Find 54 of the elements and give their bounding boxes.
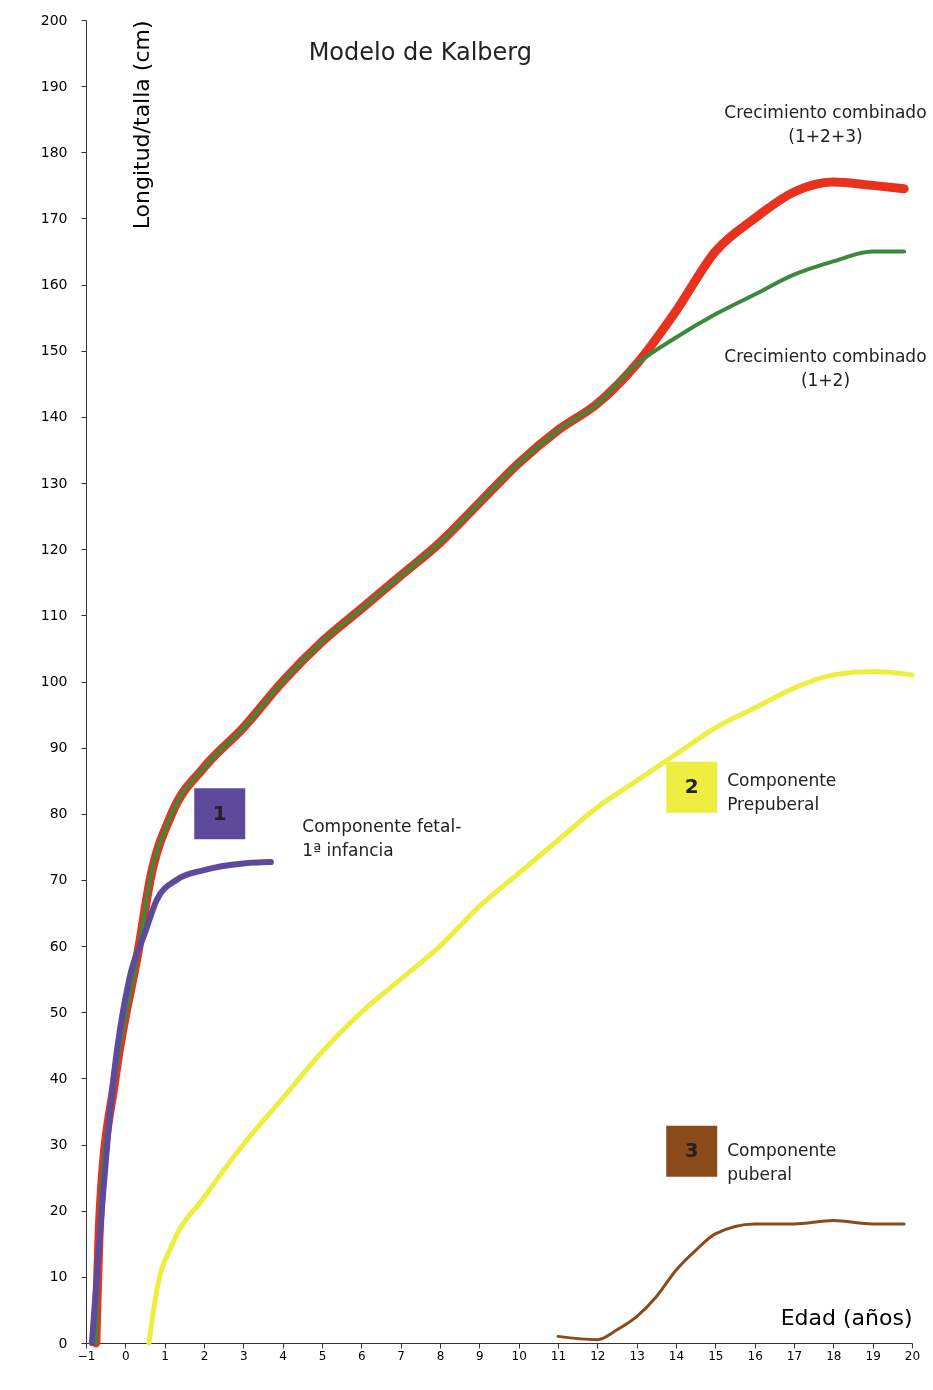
- x-tick-label: 6: [358, 1348, 366, 1363]
- y-tick-label: 150: [40, 342, 68, 359]
- x-tick-label: 2: [200, 1348, 209, 1363]
- y-tick-label: 120: [40, 540, 68, 557]
- annotation: 3: [684, 1138, 699, 1163]
- y-tick-label: 10: [49, 1268, 68, 1285]
- x-tick-label: −1: [77, 1348, 96, 1363]
- y-tick-label: 160: [40, 276, 68, 293]
- y-tick-label: 20: [49, 1202, 68, 1219]
- y-tick-label: 200: [40, 11, 68, 28]
- x-tick-label: 16: [747, 1348, 763, 1363]
- x-tick-label: 18: [826, 1348, 842, 1363]
- y-tick-label: 170: [40, 209, 68, 226]
- y-tick-label: 60: [49, 937, 68, 954]
- x-tick-label: 14: [668, 1348, 685, 1363]
- y-tick-label: 50: [49, 1003, 68, 1020]
- x-tick-label: 15: [708, 1348, 724, 1363]
- x-tick-label: 3: [240, 1348, 248, 1363]
- x-tick-label: 8: [436, 1348, 445, 1363]
- y-tick-label: 180: [40, 143, 68, 160]
- text: Componente puberal: [727, 1140, 837, 1185]
- x-tick-label: 4: [279, 1348, 287, 1363]
- y-tick-label: 110: [40, 606, 68, 623]
- x-tick-label: 17: [786, 1348, 803, 1363]
- x-tick-label: 13: [629, 1348, 645, 1363]
- x-tick-label: 20: [904, 1348, 921, 1363]
- series-label: Componente fetal- 1ª infancia: [302, 816, 462, 861]
- y-tick-label: 40: [49, 1069, 68, 1086]
- annotation: 2: [684, 774, 699, 799]
- text: Componente Prepuberal: [727, 769, 837, 814]
- text: Modelo de Kalberg: [308, 38, 533, 67]
- annotation: 1: [212, 800, 227, 825]
- x-tick-label: 9: [476, 1348, 484, 1363]
- y-tick-label: 30: [49, 1136, 68, 1153]
- x-tick-label: 10: [511, 1348, 527, 1363]
- y-tick-label: 140: [40, 408, 68, 425]
- text: Crecimiento combinado (1+2+3): [724, 101, 927, 146]
- y-tick-label: 90: [49, 739, 68, 756]
- y-axis-title: Longitud/talla (cm): [128, 20, 154, 230]
- x-tick-label: 11: [550, 1348, 567, 1363]
- y-tick-label: 100: [40, 673, 68, 689]
- x-tick-label: 0: [122, 1348, 130, 1363]
- series-label: Crecimiento combinado (1+2): [724, 346, 927, 391]
- y-tick-label: 190: [40, 77, 68, 94]
- y-tick-label: 80: [49, 805, 68, 822]
- x-tick-label: 19: [865, 1348, 881, 1363]
- x-tick-label: 12: [590, 1348, 606, 1363]
- x-axis-title: Edad (años): [780, 1304, 913, 1330]
- x-tick-label: 7: [397, 1348, 405, 1363]
- x-tick-label: 5: [318, 1348, 327, 1363]
- y-tick-label: 0: [58, 1334, 68, 1351]
- y-tick-label: 130: [40, 474, 68, 491]
- x-tick-label: 1: [161, 1348, 169, 1363]
- y-tick-label: 70: [49, 871, 68, 888]
